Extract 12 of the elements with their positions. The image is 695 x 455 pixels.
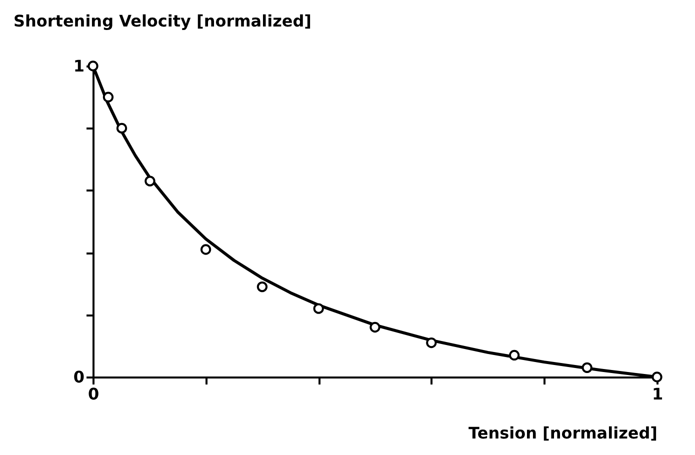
point [256, 281, 268, 292]
point [426, 337, 437, 348]
x-axis-title: Tension [normalized] [468, 424, 658, 442]
point [116, 122, 128, 134]
point [200, 244, 212, 255]
point [144, 176, 156, 186]
point [370, 322, 380, 333]
point [508, 350, 520, 361]
y-axis-title: Shortening Velocity [normalized] [14, 12, 312, 30]
point [313, 303, 324, 314]
point [102, 92, 114, 102]
point [582, 362, 592, 373]
